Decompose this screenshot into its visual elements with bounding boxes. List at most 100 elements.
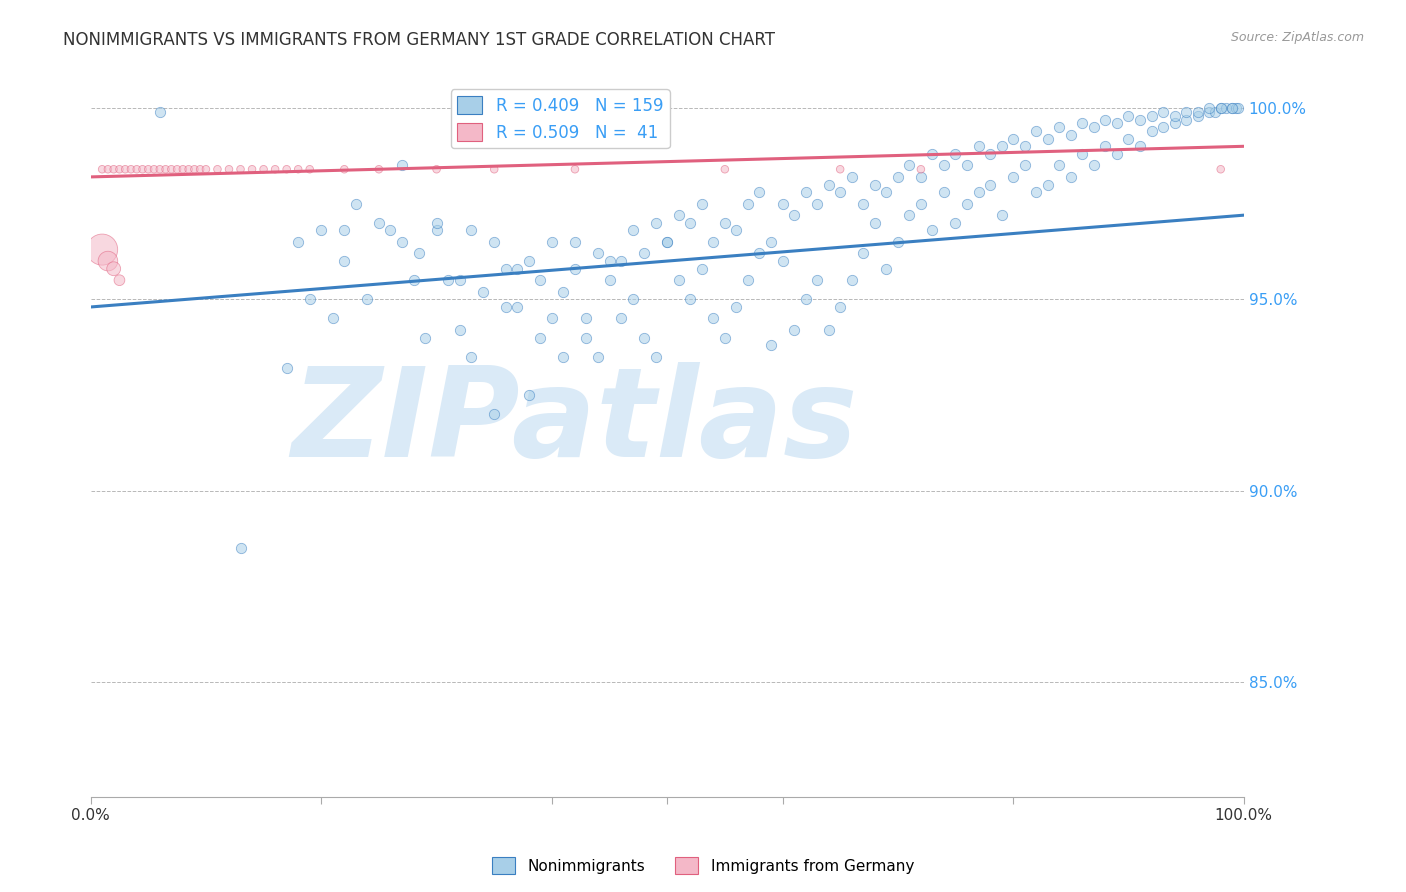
Point — [1025, 124, 1047, 138]
Point — [564, 261, 586, 276]
Point — [160, 162, 183, 177]
Point — [495, 261, 517, 276]
Point — [426, 216, 449, 230]
Point — [298, 162, 321, 177]
Point — [668, 273, 690, 287]
Point — [748, 185, 770, 199]
Point — [945, 216, 967, 230]
Point — [621, 223, 644, 237]
Point — [783, 208, 806, 222]
Point — [1060, 169, 1083, 184]
Point — [1047, 120, 1070, 135]
Point — [852, 246, 875, 260]
Legend: R = 0.409   N = 159, R = 0.509   N =  41: R = 0.409 N = 159, R = 0.509 N = 41 — [451, 89, 669, 148]
Point — [541, 235, 564, 249]
Point — [644, 350, 666, 364]
Point — [155, 162, 177, 177]
Point — [1198, 101, 1220, 115]
Point — [830, 185, 852, 199]
Point — [460, 350, 482, 364]
Point — [495, 300, 517, 314]
Point — [610, 311, 633, 326]
Point — [887, 235, 910, 249]
Point — [449, 273, 471, 287]
Point — [1175, 104, 1198, 119]
Point — [344, 196, 367, 211]
Point — [1025, 185, 1047, 199]
Point — [229, 541, 252, 555]
Point — [690, 196, 713, 211]
Point — [748, 246, 770, 260]
Point — [1225, 101, 1247, 115]
Point — [817, 323, 839, 337]
Point — [264, 162, 287, 177]
Point — [252, 162, 274, 177]
Point — [806, 196, 828, 211]
Point — [1105, 147, 1128, 161]
Point — [564, 162, 586, 177]
Point — [932, 185, 955, 199]
Point — [1220, 101, 1243, 115]
Point — [553, 350, 575, 364]
Point — [633, 330, 655, 344]
Point — [1083, 158, 1105, 172]
Point — [875, 261, 897, 276]
Point — [120, 162, 142, 177]
Point — [737, 273, 759, 287]
Point — [149, 104, 172, 119]
Point — [633, 246, 655, 260]
Point — [136, 162, 159, 177]
Point — [586, 246, 609, 260]
Point — [714, 162, 737, 177]
Point — [103, 261, 125, 276]
Point — [910, 162, 932, 177]
Point — [921, 223, 943, 237]
Point — [979, 147, 1001, 161]
Point — [1209, 162, 1232, 177]
Point — [1187, 109, 1209, 123]
Point — [621, 293, 644, 307]
Point — [188, 162, 211, 177]
Point — [586, 350, 609, 364]
Point — [408, 246, 430, 260]
Point — [484, 407, 506, 421]
Point — [166, 162, 188, 177]
Point — [967, 185, 990, 199]
Point — [898, 208, 921, 222]
Point — [737, 196, 759, 211]
Point — [553, 285, 575, 299]
Point — [333, 223, 356, 237]
Point — [817, 178, 839, 192]
Point — [1071, 147, 1094, 161]
Point — [564, 235, 586, 249]
Point — [956, 196, 979, 211]
Point — [1129, 112, 1152, 127]
Point — [599, 254, 621, 268]
Point — [887, 169, 910, 184]
Point — [1036, 178, 1059, 192]
Point — [1129, 139, 1152, 153]
Point — [714, 330, 737, 344]
Point — [725, 223, 748, 237]
Point — [471, 285, 494, 299]
Point — [529, 330, 551, 344]
Point — [1220, 101, 1243, 115]
Point — [657, 235, 679, 249]
Point — [759, 338, 782, 352]
Point — [367, 162, 389, 177]
Point — [1014, 139, 1036, 153]
Point — [1152, 120, 1174, 135]
Point — [806, 273, 828, 287]
Point — [679, 293, 702, 307]
Point — [322, 311, 344, 326]
Point — [413, 330, 436, 344]
Point — [863, 216, 886, 230]
Point — [143, 162, 166, 177]
Point — [125, 162, 148, 177]
Point — [725, 300, 748, 314]
Point — [657, 235, 679, 249]
Point — [103, 162, 125, 177]
Point — [177, 162, 200, 177]
Point — [108, 273, 131, 287]
Point — [1209, 101, 1232, 115]
